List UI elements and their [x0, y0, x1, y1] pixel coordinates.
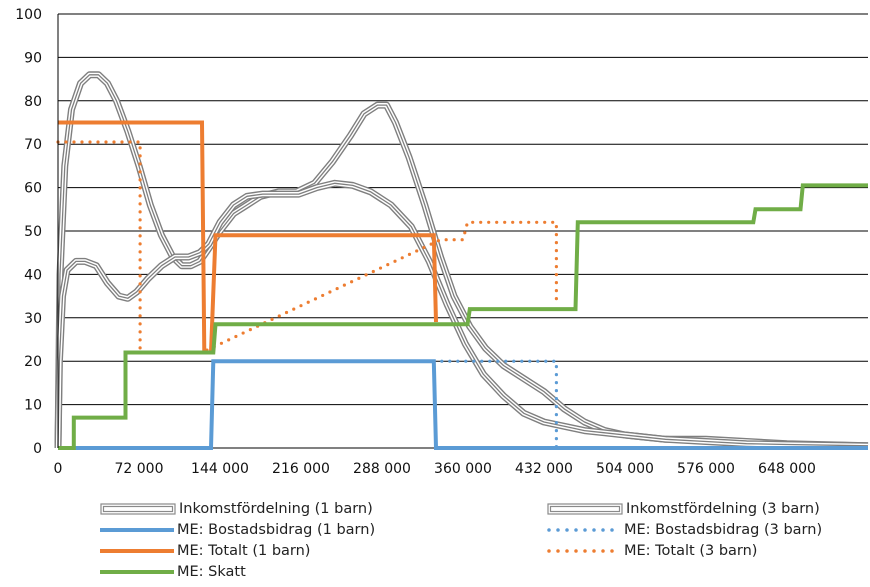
x-tick-label: 576 000 [677, 461, 735, 477]
x-tick-label: 144 000 [191, 461, 249, 477]
series-inkomstfördelning-1-barn-gap [55, 72, 869, 449]
y-tick-label: 50 [24, 224, 42, 240]
y-axis-ticks: 0 10 20 30 40 50 60 70 80 90 100 [15, 7, 42, 457]
y-tick-label: 90 [24, 50, 42, 66]
x-tick-label: 0 [54, 461, 63, 477]
chart-canvas: 0 10 20 30 40 50 60 70 80 90 100 0 72 000 144 000 216… [15, 7, 869, 477]
x-tick-label: 360 000 [434, 461, 492, 477]
legend-swatch-dotted-blue [547, 528, 621, 532]
y-tick-label: 60 [24, 181, 42, 197]
series-inkomstfördelning-3-barn-inner [57, 182, 869, 449]
legend: Inkomstfördelning (1 barn) Inkomstfördel… [0, 490, 870, 587]
legend-item-totalt-1-barn: ME: Totalt (1 barn) [100, 541, 310, 561]
legend-item-inkomst-3-barn: Inkomstfördelning (3 barn) [547, 499, 820, 519]
y-tick-label: 10 [24, 398, 42, 414]
y-tick-label: 70 [24, 137, 42, 153]
legend-label: Inkomstfördelning (1 barn) [179, 501, 373, 517]
legend-item-bostadsbidrag-3-barn: ME: Bostadsbidrag (3 barn) [547, 520, 822, 540]
legend-item-inkomst-1-barn: Inkomstfördelning (1 barn) [100, 499, 373, 519]
series-layer [54, 71, 869, 450]
gridlines [58, 13, 868, 449]
legend-item-totalt-3-barn: ME: Totalt (3 barn) [547, 541, 757, 561]
x-axis-ticks: 0 72 000 144 000 216 000 288 000 360 000 432 0… [54, 461, 816, 477]
legend-swatch-double-line [547, 503, 623, 515]
series-me-skatt [58, 183, 868, 450]
legend-item-skatt: ME: Skatt [100, 562, 246, 582]
y-tick-label: 80 [24, 94, 42, 110]
y-tick-label: 30 [24, 311, 42, 327]
y-tick-label: 100 [15, 7, 42, 23]
x-tick-label: 648 000 [758, 461, 816, 477]
legend-swatch-solid-orange [100, 549, 174, 553]
legend-item-bostadsbidrag-1-barn: ME: Bostadsbidrag (1 barn) [100, 520, 375, 540]
y-tick-label: 40 [24, 267, 42, 283]
series-me-totalt-3-barn [56, 140, 558, 355]
legend-label: Inkomstfördelning (3 barn) [626, 501, 820, 517]
y-tick-label: 20 [24, 354, 42, 370]
legend-swatch-double-line [100, 503, 176, 515]
legend-label: ME: Bostadsbidrag (3 barn) [624, 522, 823, 538]
legend-swatch-dotted-orange [547, 549, 621, 553]
series-inkomstfördelning-1-barn-inner [57, 74, 869, 449]
legend-swatch-solid-blue [100, 528, 174, 532]
legend-label: ME: Skatt [177, 564, 246, 580]
series-me-bostadsbidrag-3-barn [432, 359, 558, 450]
series-me-bostadsbidrag-1-barn [58, 359, 868, 450]
x-tick-label: 288 000 [353, 461, 411, 477]
legend-swatch-solid-green [100, 570, 174, 574]
x-tick-label: 432 000 [515, 461, 573, 477]
x-tick-label: 216 000 [272, 461, 330, 477]
x-tick-label: 72 000 [115, 461, 164, 477]
y-tick-label: 0 [33, 441, 42, 457]
legend-label: ME: Totalt (3 barn) [624, 543, 758, 559]
legend-label: ME: Totalt (1 barn) [177, 543, 311, 559]
x-tick-label: 504 000 [596, 461, 654, 477]
legend-label: ME: Bostadsbidrag (1 barn) [177, 522, 376, 538]
